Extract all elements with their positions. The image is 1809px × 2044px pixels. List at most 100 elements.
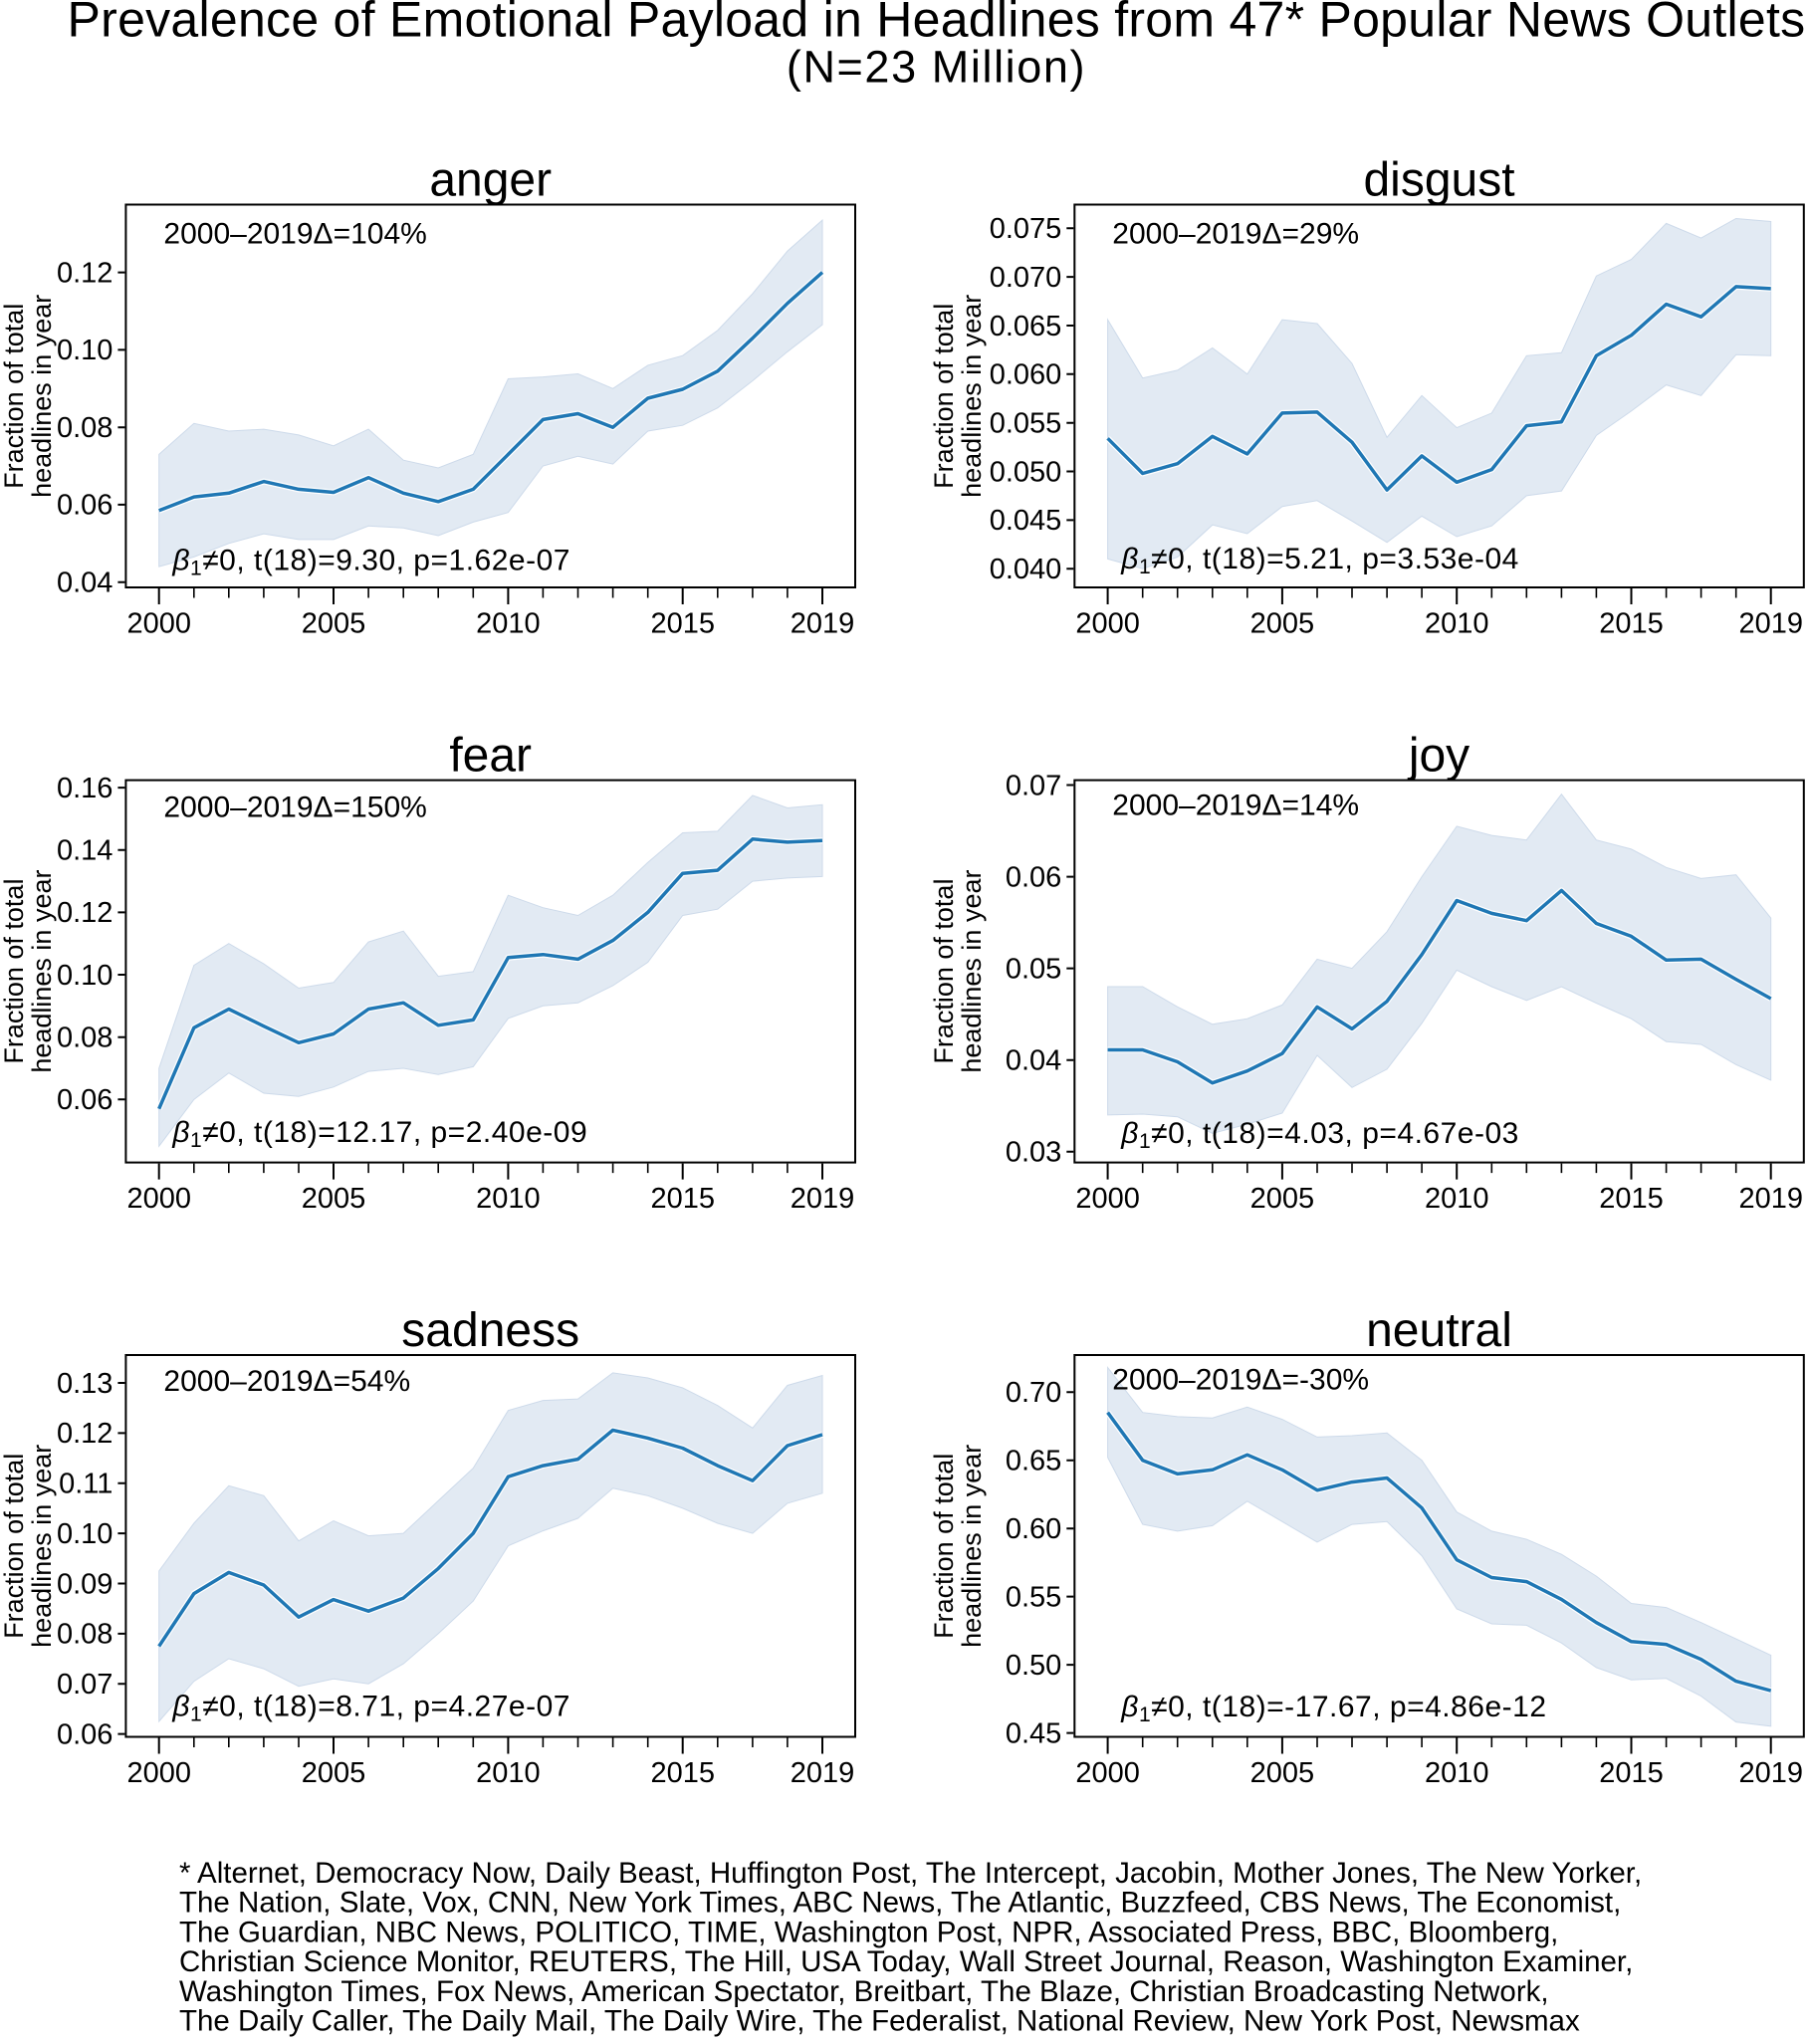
svg-text:0.09: 0.09 (57, 1568, 113, 1600)
svg-text:0.10: 0.10 (57, 960, 113, 992)
svg-text:2010: 2010 (476, 1183, 541, 1215)
svg-text:0.04: 0.04 (1006, 1045, 1061, 1077)
svg-text:2015: 2015 (1599, 1183, 1664, 1215)
svg-text:2019: 2019 (1738, 608, 1803, 640)
svg-text:2005: 2005 (1250, 1183, 1315, 1215)
svg-text:0.075: 0.075 (990, 213, 1062, 245)
svg-text:0.60: 0.60 (1006, 1513, 1061, 1545)
svg-text:β1≠0, t(18)=8.71, p=4.27e-07: β1≠0, t(18)=8.71, p=4.27e-07 (171, 1691, 570, 1726)
svg-text:Fraction of total: Fraction of total (929, 304, 959, 489)
svg-text:Prevalence of Emotional Payloa: Prevalence of Emotional Payload in Headl… (68, 0, 1806, 48)
svg-text:anger: anger (429, 154, 552, 207)
svg-text:neutral: neutral (1366, 1304, 1512, 1357)
svg-text:0.06: 0.06 (1006, 861, 1061, 893)
svg-text:2000: 2000 (1075, 1183, 1140, 1215)
svg-text:2000–2019Δ=29%: 2000–2019Δ=29% (1112, 218, 1359, 251)
svg-text:2010: 2010 (1425, 608, 1489, 640)
svg-text:2000–2019Δ=104%: 2000–2019Δ=104% (163, 218, 426, 251)
svg-text:* Alternet, Democracy Now, Dai: * Alternet, Democracy Now, Daily Beast, … (179, 1857, 1642, 1890)
svg-text:2000–2019Δ=-30%: 2000–2019Δ=-30% (1112, 1363, 1369, 1396)
svg-text:0.045: 0.045 (990, 505, 1062, 537)
svg-text:β1≠0, t(18)=-17.67, p=4.86e-12: β1≠0, t(18)=-17.67, p=4.86e-12 (1120, 1691, 1546, 1726)
svg-text:2010: 2010 (1425, 1183, 1489, 1215)
svg-text:0.13: 0.13 (57, 1368, 113, 1400)
svg-text:0.10: 0.10 (57, 1518, 113, 1550)
svg-text:Fraction of total: Fraction of total (929, 879, 959, 1064)
svg-text:2000: 2000 (1075, 608, 1140, 640)
svg-text:sadness: sadness (401, 1304, 579, 1357)
svg-text:0.10: 0.10 (57, 335, 113, 366)
svg-text:β1≠0, t(18)=4.03, p=4.67e-03: β1≠0, t(18)=4.03, p=4.67e-03 (1120, 1117, 1519, 1153)
svg-text:0.50: 0.50 (1006, 1650, 1061, 1682)
svg-text:fear: fear (449, 730, 532, 783)
svg-text:2005: 2005 (302, 608, 366, 640)
svg-text:2015: 2015 (1599, 608, 1664, 640)
svg-text:0.12: 0.12 (57, 257, 113, 289)
svg-text:Fraction of total: Fraction of total (0, 1454, 29, 1639)
svg-text:0.08: 0.08 (57, 1619, 113, 1651)
svg-text:headlines in year: headlines in year (27, 1445, 57, 1648)
svg-text:0.065: 0.065 (990, 311, 1062, 342)
svg-text:Fraction of total: Fraction of total (0, 304, 29, 489)
svg-text:0.08: 0.08 (57, 412, 113, 444)
svg-text:2015: 2015 (650, 608, 715, 640)
svg-text:joy: joy (1407, 730, 1470, 783)
svg-text:disgust: disgust (1363, 154, 1514, 207)
svg-text:2015: 2015 (1599, 1757, 1664, 1789)
svg-text:2005: 2005 (302, 1757, 366, 1789)
svg-text:2000: 2000 (126, 1183, 191, 1215)
svg-text:0.65: 0.65 (1006, 1446, 1061, 1477)
svg-text:2019: 2019 (791, 608, 855, 640)
svg-text:0.06: 0.06 (57, 1084, 113, 1116)
svg-text:2010: 2010 (476, 1757, 541, 1789)
svg-text:0.11: 0.11 (59, 1469, 113, 1500)
svg-text:2019: 2019 (1738, 1183, 1803, 1215)
svg-text:0.06: 0.06 (57, 1718, 113, 1750)
svg-text:2005: 2005 (302, 1183, 366, 1215)
svg-text:2010: 2010 (476, 608, 541, 640)
svg-text:2015: 2015 (650, 1183, 715, 1215)
svg-text:2000–2019Δ=54%: 2000–2019Δ=54% (163, 1365, 410, 1398)
svg-text:0.07: 0.07 (57, 1669, 113, 1701)
svg-text:2000–2019Δ=150%: 2000–2019Δ=150% (163, 791, 426, 823)
svg-text:2005: 2005 (1250, 1757, 1315, 1789)
svg-text:0.45: 0.45 (1006, 1717, 1061, 1749)
svg-text:0.070: 0.070 (990, 262, 1062, 294)
svg-text:0.04: 0.04 (57, 568, 113, 599)
svg-text:The Daily Caller, The Daily Ma: The Daily Caller, The Daily Mail, The Da… (179, 2005, 1580, 2038)
svg-text:0.70: 0.70 (1006, 1377, 1061, 1409)
svg-text:0.050: 0.050 (990, 456, 1062, 488)
svg-text:headlines in year: headlines in year (27, 870, 57, 1073)
svg-text:Christian Science Monitor, REU: Christian Science Monitor, REUTERS, The … (179, 1945, 1633, 1978)
svg-text:headlines in year: headlines in year (957, 870, 987, 1073)
svg-text:β1≠0, t(18)=12.17, p=2.40e-09: β1≠0, t(18)=12.17, p=2.40e-09 (171, 1116, 587, 1152)
svg-text:2000–2019Δ=14%: 2000–2019Δ=14% (1112, 790, 1359, 822)
svg-text:0.07: 0.07 (1006, 770, 1061, 801)
svg-text:2000: 2000 (1075, 1757, 1140, 1789)
svg-text:β1≠0, t(18)=5.21, p=3.53e-04: β1≠0, t(18)=5.21, p=3.53e-04 (1120, 543, 1519, 578)
svg-text:0.055: 0.055 (990, 408, 1062, 440)
svg-text:0.08: 0.08 (57, 1022, 113, 1054)
svg-text:0.06: 0.06 (57, 490, 113, 522)
svg-text:0.05: 0.05 (1006, 953, 1061, 985)
svg-text:2015: 2015 (650, 1757, 715, 1789)
svg-text:The Guardian, NBC News, POLITI: The Guardian, NBC News, POLITICO, TIME, … (179, 1916, 1558, 1948)
svg-text:0.040: 0.040 (990, 554, 1062, 585)
svg-text:0.16: 0.16 (57, 773, 113, 804)
svg-text:Fraction of total: Fraction of total (0, 879, 29, 1064)
svg-text:β1≠0, t(18)=9.30, p=1.62e-07: β1≠0, t(18)=9.30, p=1.62e-07 (171, 545, 570, 580)
svg-text:2019: 2019 (1738, 1757, 1803, 1789)
svg-text:2000: 2000 (126, 1757, 191, 1789)
svg-text:0.55: 0.55 (1006, 1581, 1061, 1613)
svg-text:0.12: 0.12 (57, 897, 113, 929)
svg-text:0.03: 0.03 (1006, 1137, 1061, 1169)
svg-text:2005: 2005 (1250, 608, 1315, 640)
svg-text:Washington Times, Fox News, Am: Washington Times, Fox News, American Spe… (179, 1975, 1549, 2008)
svg-text:0.060: 0.060 (990, 359, 1062, 391)
svg-text:2010: 2010 (1425, 1757, 1489, 1789)
svg-text:headlines in year: headlines in year (957, 1445, 987, 1648)
svg-text:2019: 2019 (791, 1183, 855, 1215)
svg-text:The Nation, Slate, Vox, CNN, N: The Nation, Slate, Vox, CNN, New York Ti… (179, 1887, 1621, 1920)
svg-text:Fraction of total: Fraction of total (929, 1454, 959, 1639)
svg-text:headlines in year: headlines in year (27, 295, 57, 498)
